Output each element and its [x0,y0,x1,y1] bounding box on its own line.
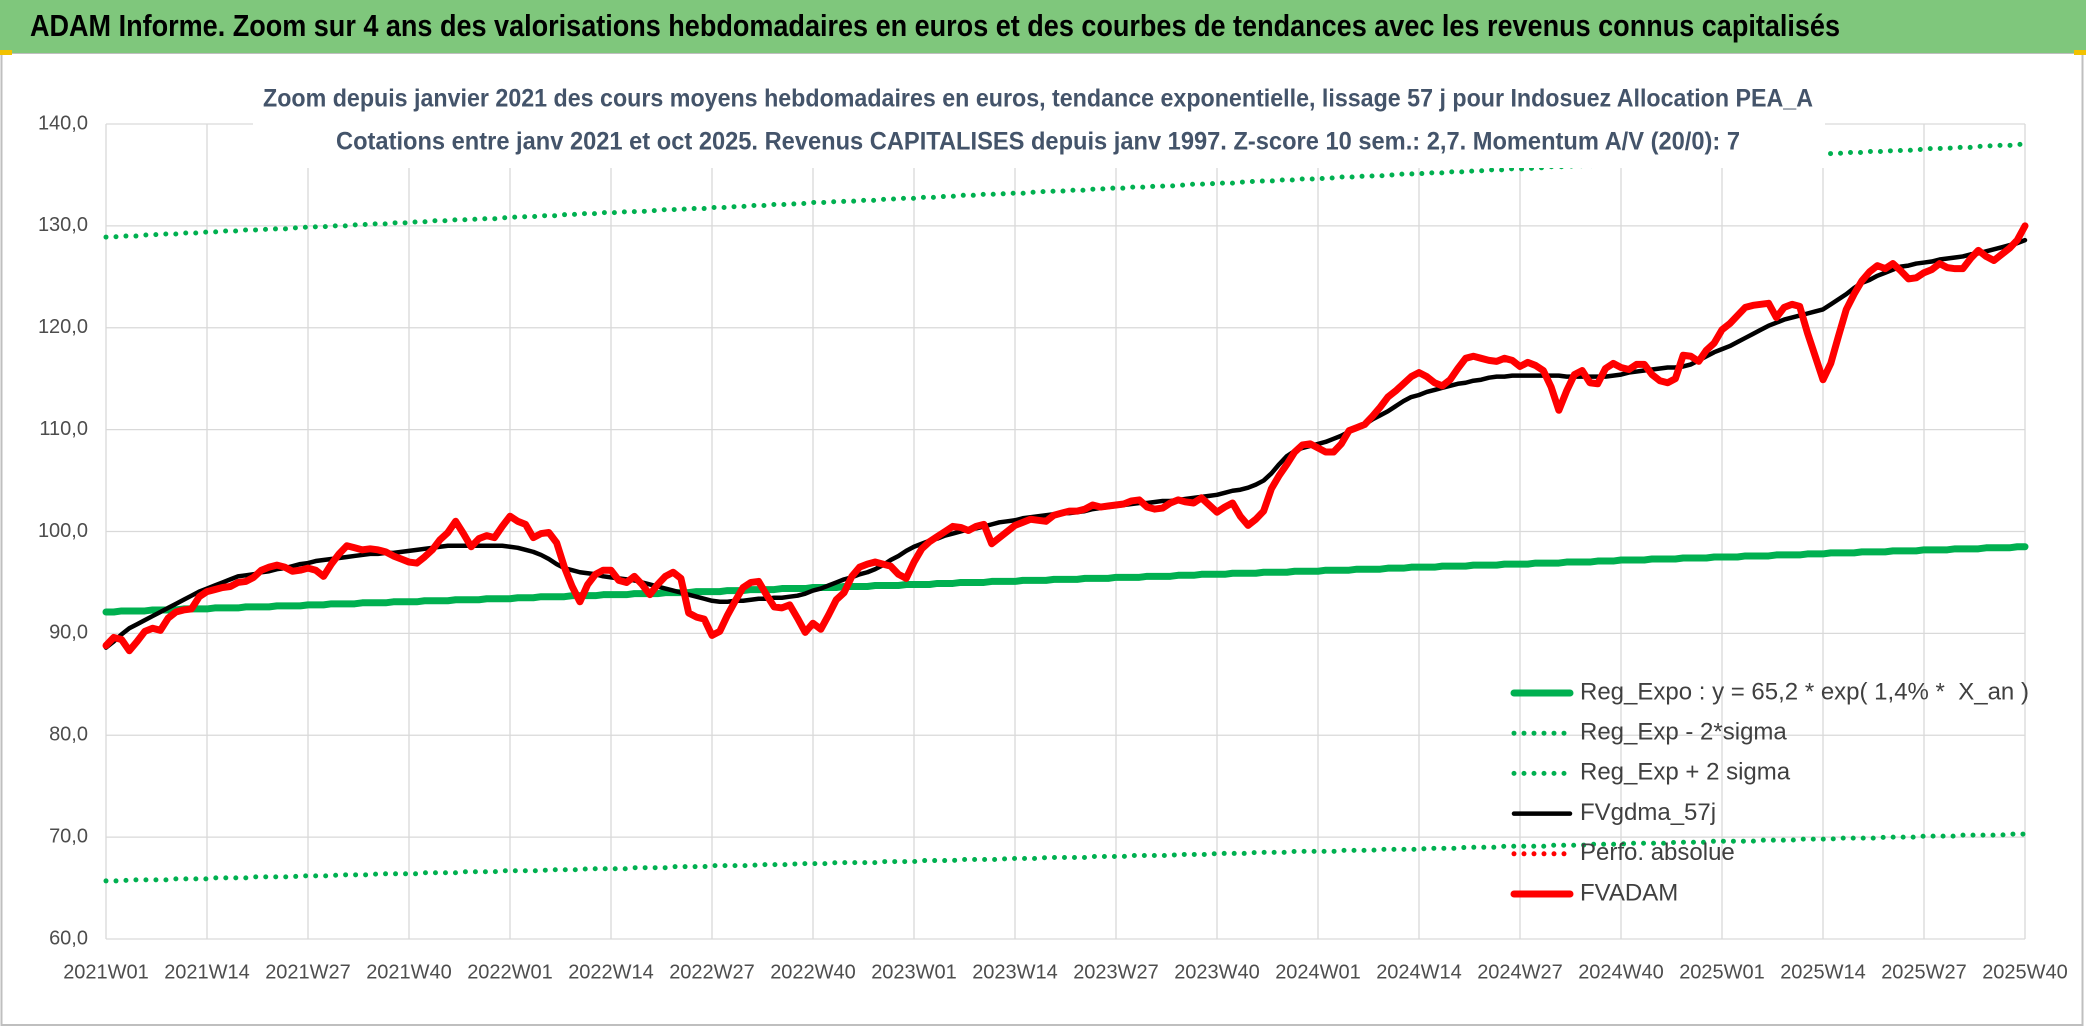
corner-mark [0,50,12,55]
x-tick-label: 2022W27 [669,961,755,983]
y-tick-label: 90,0 [49,622,88,644]
x-tick-label: 2023W27 [1073,961,1159,983]
legend-label: Reg_Exp - 2*sigma [1580,719,1787,746]
x-tick-label: 2023W14 [972,961,1058,983]
x-tick-label: 2023W40 [1174,961,1260,983]
x-tick-label: 2022W40 [770,961,856,983]
legend-label: FVgdma_57j [1580,799,1716,826]
x-tick-label: 2021W27 [265,961,351,983]
x-tick-label: 2025W14 [1780,961,1866,983]
series-line [102,543,2029,616]
x-tick-label: 2024W01 [1275,961,1361,983]
legend-label: Reg_Expo : y = 65,2 * exp( 1,4% * X_an ) [1580,678,2029,705]
corner-mark [2074,50,2086,55]
x-tick-label: 2021W01 [63,961,149,983]
series-line [103,831,2028,884]
x-tick-label: 2023W01 [871,961,957,983]
subtitle: Zoom depuis janvier 2021 des cours moyen… [263,85,1813,113]
subtitle-box [253,78,1825,168]
plot-area [102,141,2029,884]
x-tick-label: 2024W14 [1376,961,1462,983]
x-tick-label: 2025W27 [1881,961,1967,983]
x-tick-label: 2024W27 [1477,961,1563,983]
y-tick-label: 70,0 [49,825,88,847]
x-tick-label: 2021W14 [164,961,250,983]
y-tick-label: 140,0 [38,112,88,134]
y-tick-label: 80,0 [49,724,88,746]
series-line [103,141,2028,240]
y-tick-label: 60,0 [49,927,88,949]
legend-label: Reg_Exp + 2 sigma [1580,759,1791,786]
legend-label: Perfo. absolue [1580,839,1735,866]
title-bar [0,0,2086,53]
y-tick-label: 120,0 [38,316,88,338]
x-tick-label: 2022W14 [568,961,654,983]
x-tick-label: 2024W40 [1578,961,1664,983]
legend-label: FVADAM [1580,879,1678,906]
subtitle: Cotations entre janv 2021 et oct 2025. R… [336,128,1740,156]
x-tick-label: 2025W01 [1679,961,1765,983]
y-tick-label: 110,0 [39,418,88,440]
chart-title: ADAM Informe. Zoom sur 4 ans des valoris… [30,8,1840,43]
y-tick-label: 130,0 [38,214,88,236]
series-line [102,222,2029,655]
x-tick-label: 2025W40 [1982,961,2068,983]
x-tick-label: 2022W01 [467,961,553,983]
y-tick-label: 100,0 [38,520,88,542]
legend: Reg_Expo : y = 65,2 * exp( 1,4% * X_an )… [1510,678,2029,906]
x-tick-label: 2021W40 [366,961,452,983]
